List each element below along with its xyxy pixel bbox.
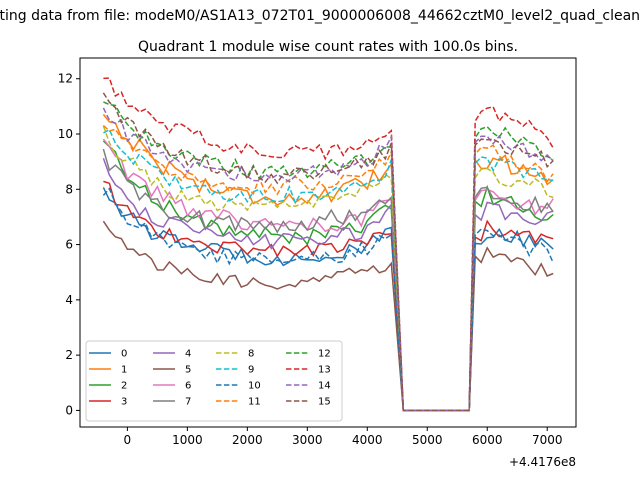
y-tick-label: 2 (65, 348, 73, 362)
series-line-12 (103, 101, 554, 412)
series-line-9 (103, 128, 554, 412)
x-tick-label: 7000 (532, 433, 563, 447)
y-tick-label: 0 (65, 403, 73, 417)
series-line-10 (102, 187, 554, 412)
legend-label-14: 14 (318, 381, 331, 392)
y-tick-label: 4 (65, 293, 73, 307)
y-tick-label: 8 (65, 182, 73, 196)
x-tick-label: 2000 (232, 433, 263, 447)
series-lines (102, 77, 554, 412)
legend-label-12: 12 (318, 349, 331, 360)
series-line-15 (102, 92, 554, 412)
legend-label-0: 0 (121, 349, 127, 360)
legend-label-13: 13 (318, 365, 331, 376)
series-line-2 (102, 140, 554, 412)
legend-frame (85, 340, 343, 422)
legend-label-8: 8 (248, 349, 254, 360)
legend-label-15: 15 (318, 397, 331, 408)
x-tick-label: 0 (124, 433, 132, 447)
series-line-7 (102, 148, 554, 412)
x-tick-label: 3000 (292, 433, 323, 447)
axes-frame (79, 57, 577, 428)
series-line-13 (103, 77, 554, 412)
x-tick-label: 6000 (472, 433, 503, 447)
series-line-4 (102, 158, 554, 412)
legend-label-11: 11 (248, 397, 261, 408)
legend-label-1: 1 (121, 365, 127, 376)
series-line-14 (102, 107, 554, 412)
x-tick-label: 1000 (172, 433, 203, 447)
series-line-8 (102, 125, 554, 412)
x-axis-offset-label: +4.4176e8 (509, 455, 576, 469)
y-tick-label: 12 (58, 72, 73, 86)
legend-label-10: 10 (248, 381, 261, 392)
x-tick-label: 4000 (352, 433, 383, 447)
y-tick-label: 6 (65, 238, 73, 252)
legend-label-3: 3 (121, 397, 127, 408)
legend-label-7: 7 (185, 397, 191, 408)
figure-suptitle: Plotting data from file: modeM0/AS1A13_0… (0, 8, 640, 24)
legend-label-9: 9 (248, 365, 254, 376)
legend-label-2: 2 (121, 381, 127, 392)
legend-label-6: 6 (185, 381, 191, 392)
series-line-3 (103, 180, 554, 412)
chart-title: Quadrant 1 module wise count rates with … (138, 39, 518, 55)
legend-label-4: 4 (185, 349, 191, 360)
x-tick-label: 5000 (412, 433, 443, 447)
legend-label-5: 5 (185, 365, 191, 376)
y-tick-label: 10 (58, 127, 73, 141)
series-line-5 (102, 220, 554, 412)
